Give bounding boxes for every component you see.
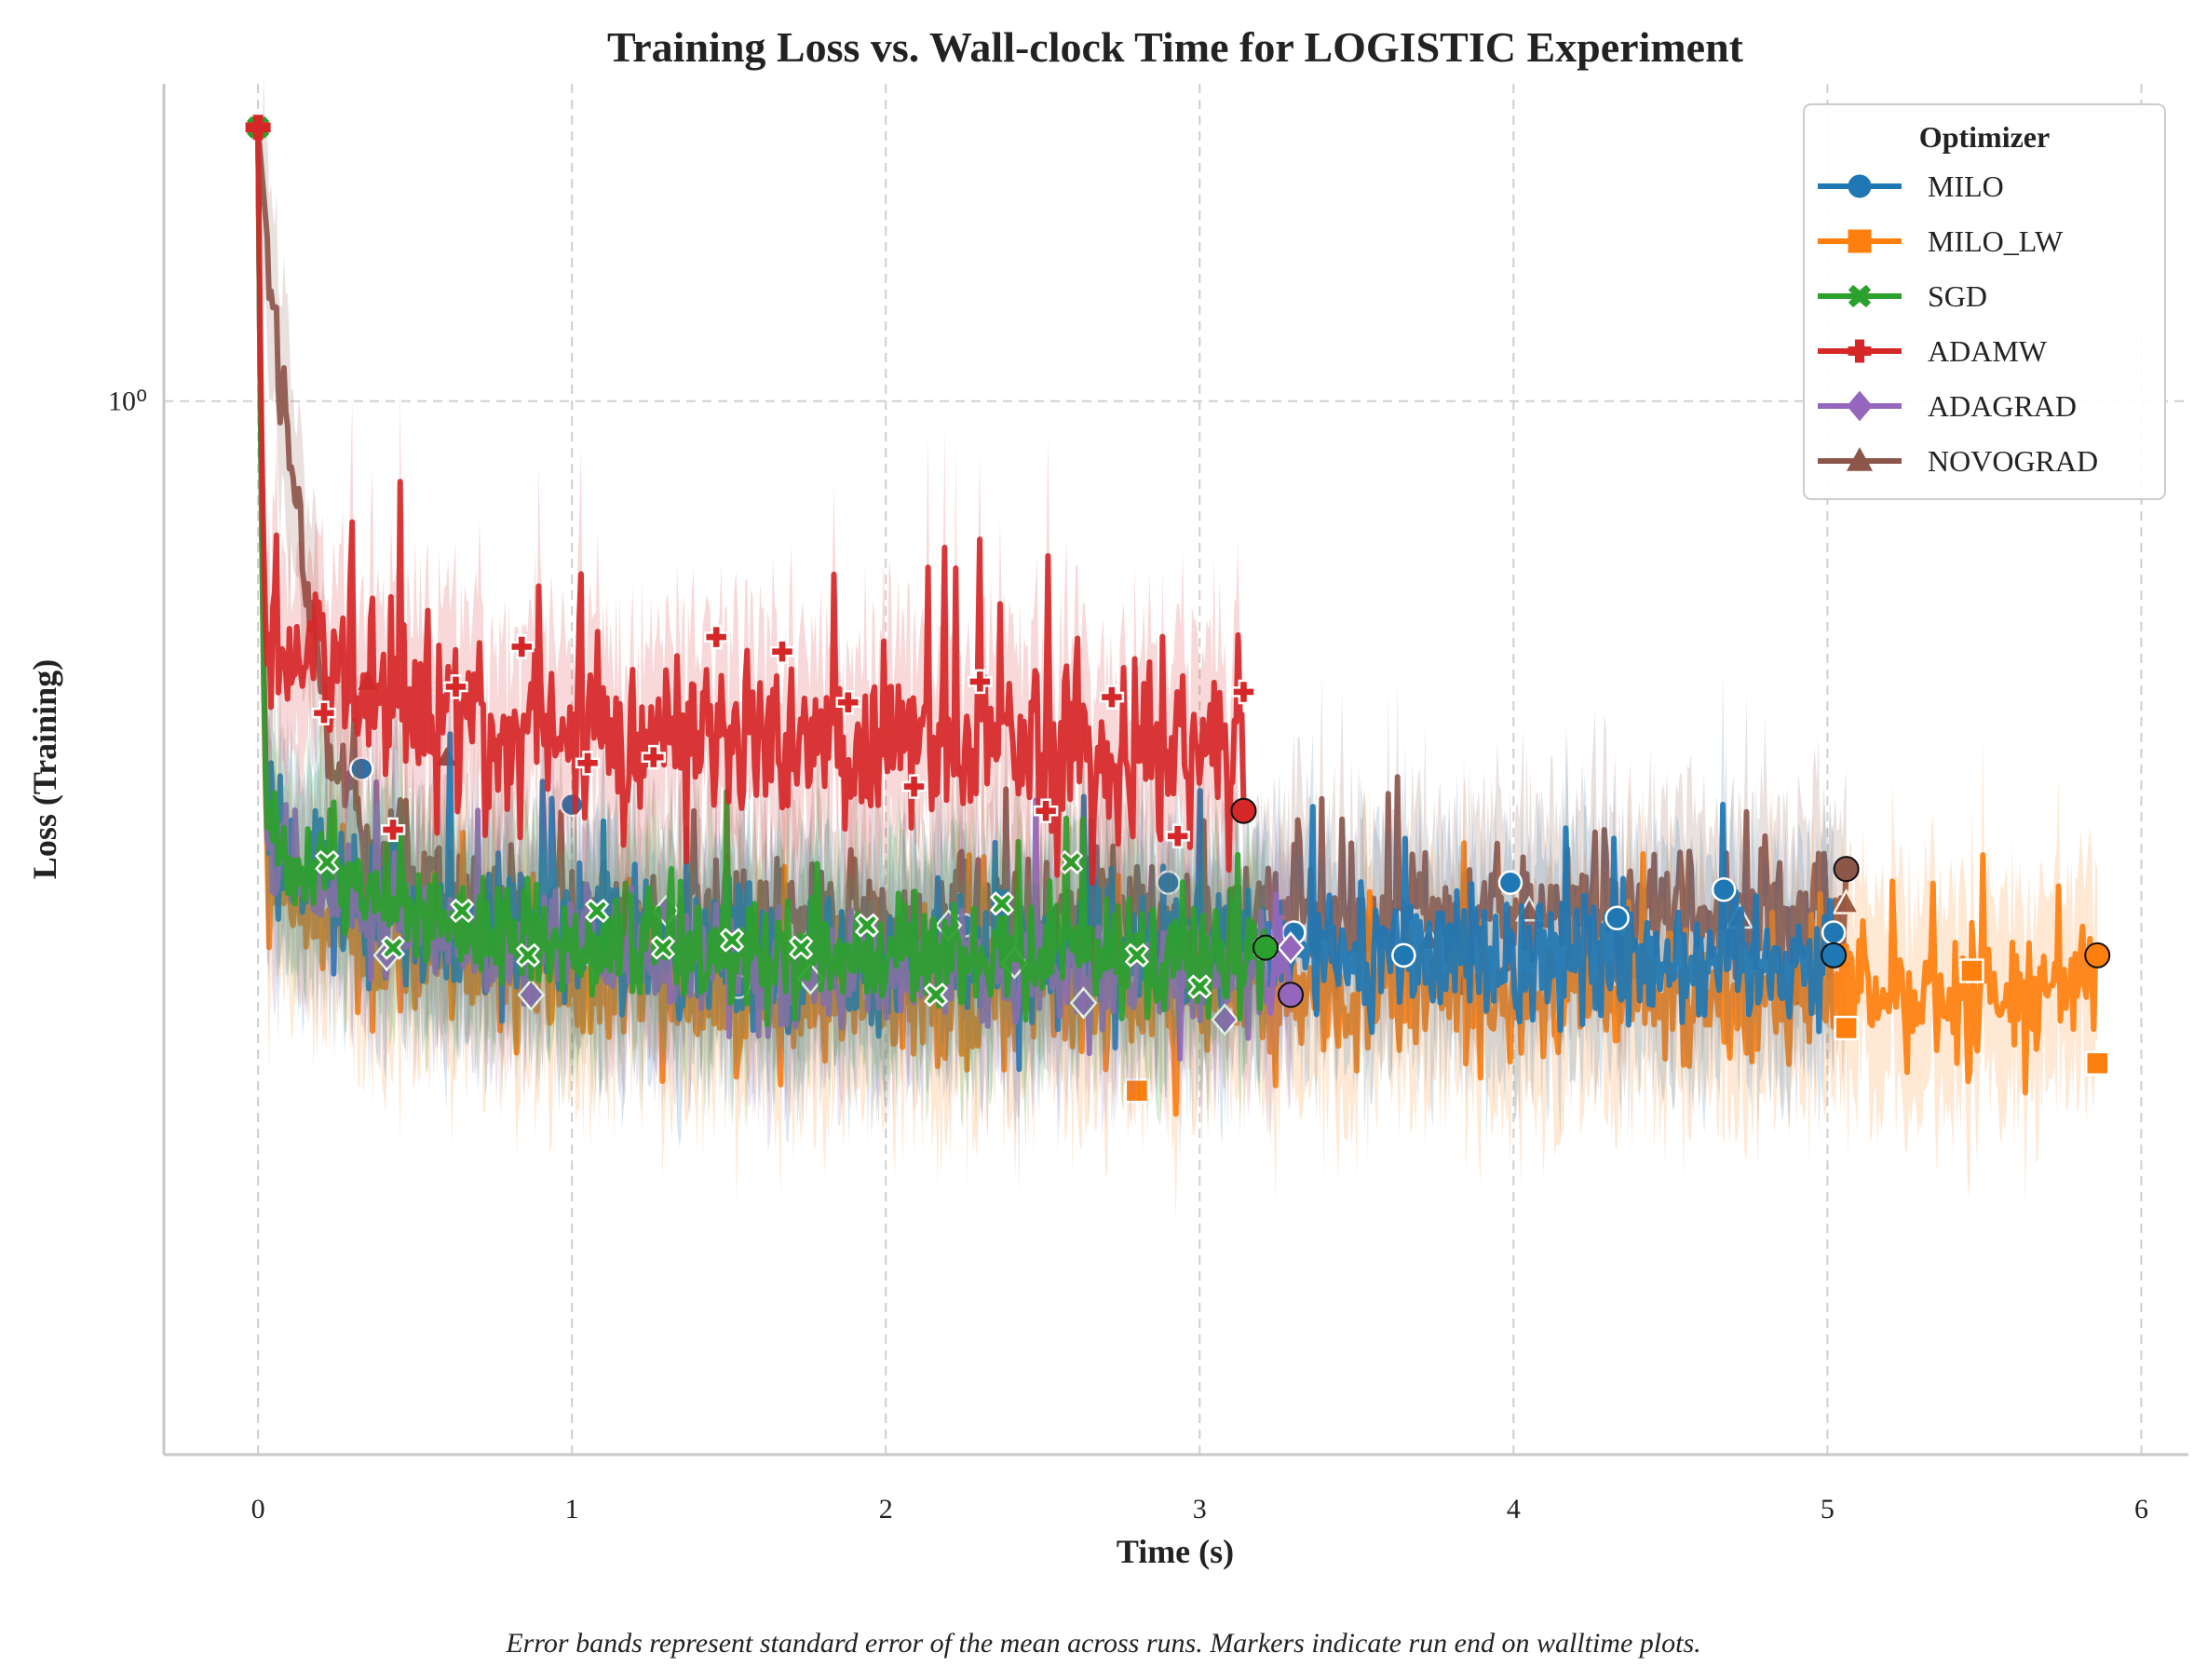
data-marker-adamw [1099,684,1125,710]
data-marker-sgd [315,849,340,875]
data-marker-milo [1391,942,1416,969]
legend-label-sgd: SGD [1928,279,1987,313]
data-marker-milo-lw [1834,1015,1859,1041]
data-marker-adagrad [517,978,546,1011]
legend-entry-novograd: NOVOGRAD [1818,444,2098,478]
x-tick-label: 1 [565,1494,579,1524]
data-marker-adamw [575,751,601,776]
x-tick-label: 5 [1821,1494,1835,1524]
data-marker-sgd [585,898,610,924]
legend-entry-milo: MILO [1818,169,2004,203]
data-marker-sgd [515,942,541,968]
chart-title: Training Loss vs. Wall-clock Time for LO… [607,23,1744,71]
data-marker-adagrad [1211,1003,1239,1036]
run-end-marker-adamw [1230,797,1257,824]
legend: Optimizer MILO MILO_LW SGD ADAMW ADAGRAD NOVO… [1803,103,2166,500]
x-tick-label: 0 [251,1494,265,1524]
run-end-marker-milo [1821,942,1848,969]
y-axis-label: Loss (Training) [26,659,63,879]
data-marker-sgd [789,935,814,960]
data-marker-adamw [1231,679,1256,705]
legend-entry-sgd: SGD [1818,279,1987,313]
legend-entry-milo-lw: MILO_LW [1818,224,2064,258]
data-marker-adamw [1165,823,1190,849]
series-line-sgd [255,127,1269,1028]
run-end-marker-adagrad [1278,982,1305,1009]
legend-label-adamw: ADAMW [1928,334,2048,368]
start-marker-adamw [245,115,271,141]
x-tick-label: 6 [2134,1494,2148,1524]
data-marker-adagrad [1069,986,1098,1020]
data-marker-milo [1156,870,1181,896]
data-marker-milo [349,756,374,781]
data-marker-adamw [1033,798,1059,823]
data-marker-sgd [1058,849,1084,875]
error-band-novograd [258,75,1847,1135]
data-marker-novograd [1832,887,1861,915]
data-marker-milo-lw [1124,1078,1150,1104]
data-marker-adagrad [1277,931,1305,965]
x-tick-label: 2 [879,1494,893,1524]
run-end-marker-novograd [1833,856,1860,883]
run-end-markers [245,115,2111,1009]
legend-entry-adagrad: ADAGRAD [1818,389,2077,423]
data-marker-milo [1821,920,1847,945]
legend-label-novograd: NOVOGRAD [1928,444,2098,478]
data-marker-adamw [641,744,667,770]
data-marker-adamw [703,624,729,650]
legend-marker-sgd [1848,284,1872,308]
data-marker-adamw [443,674,468,699]
legend-label-adagrad: ADAGRAD [1928,389,2077,423]
series-adamw [255,120,1256,995]
y-tick-label: 10⁰ [108,386,147,417]
data-marker-milo [1497,870,1523,896]
data-marker-sgd [1187,974,1212,999]
legend-label-milo-lw: MILO_LW [1928,224,2064,258]
data-marker-adamw [508,634,535,659]
data-marker-sgd [380,935,406,960]
data-marker-sgd [1124,942,1149,968]
x-axis-label: Time (s) [1117,1533,1234,1570]
y-axis-ticks: 10⁰ [108,386,147,417]
legend-marker-milo-lw [1848,229,1872,253]
data-marker-adamw [968,669,993,695]
data-marker-sgd [989,891,1015,916]
x-axis-ticks: 0 1 2 3 4 5 6 [251,1494,2148,1524]
series-layer [255,75,2110,1222]
data-marker-adamw [311,700,337,725]
series-line-adamw [255,127,1247,887]
data-marker-sgd [924,982,949,1008]
data-marker-adamw [901,774,927,799]
legend-title: Optimizer [1919,120,2050,154]
data-marker-sgd [450,898,475,924]
data-marker-sgd [650,935,676,960]
data-marker-adamw [835,689,861,715]
legend-entry-adamw: ADAMW [1818,334,2048,368]
x-tick-label: 4 [1507,1494,1521,1524]
legend-marker-adamw [1848,339,1872,363]
legend-label-milo: MILO [1928,169,2004,203]
data-marker-sgd [719,928,745,953]
legend-marker-milo [1848,174,1872,198]
run-end-marker-milo-lw [2084,942,2111,969]
run-end-marker-sgd [1252,934,1280,961]
data-marker-milo-lw [1959,958,1984,983]
series-sgd [255,120,1279,1155]
data-marker-adamw [380,817,406,843]
legend-marker-adagrad [1847,390,1873,422]
legend-box [1803,103,2166,500]
data-marker-milo [1604,905,1630,931]
data-marker-milo-lw [2085,1050,2110,1076]
x-tick-label: 3 [1193,1494,1207,1524]
data-marker-milo [1711,876,1737,902]
data-marker-adamw [769,639,795,664]
legend-marker-novograd [1846,447,1874,471]
chart-caption: Error bands represent standard error of … [505,1628,1700,1659]
data-marker-sgd [854,913,880,938]
